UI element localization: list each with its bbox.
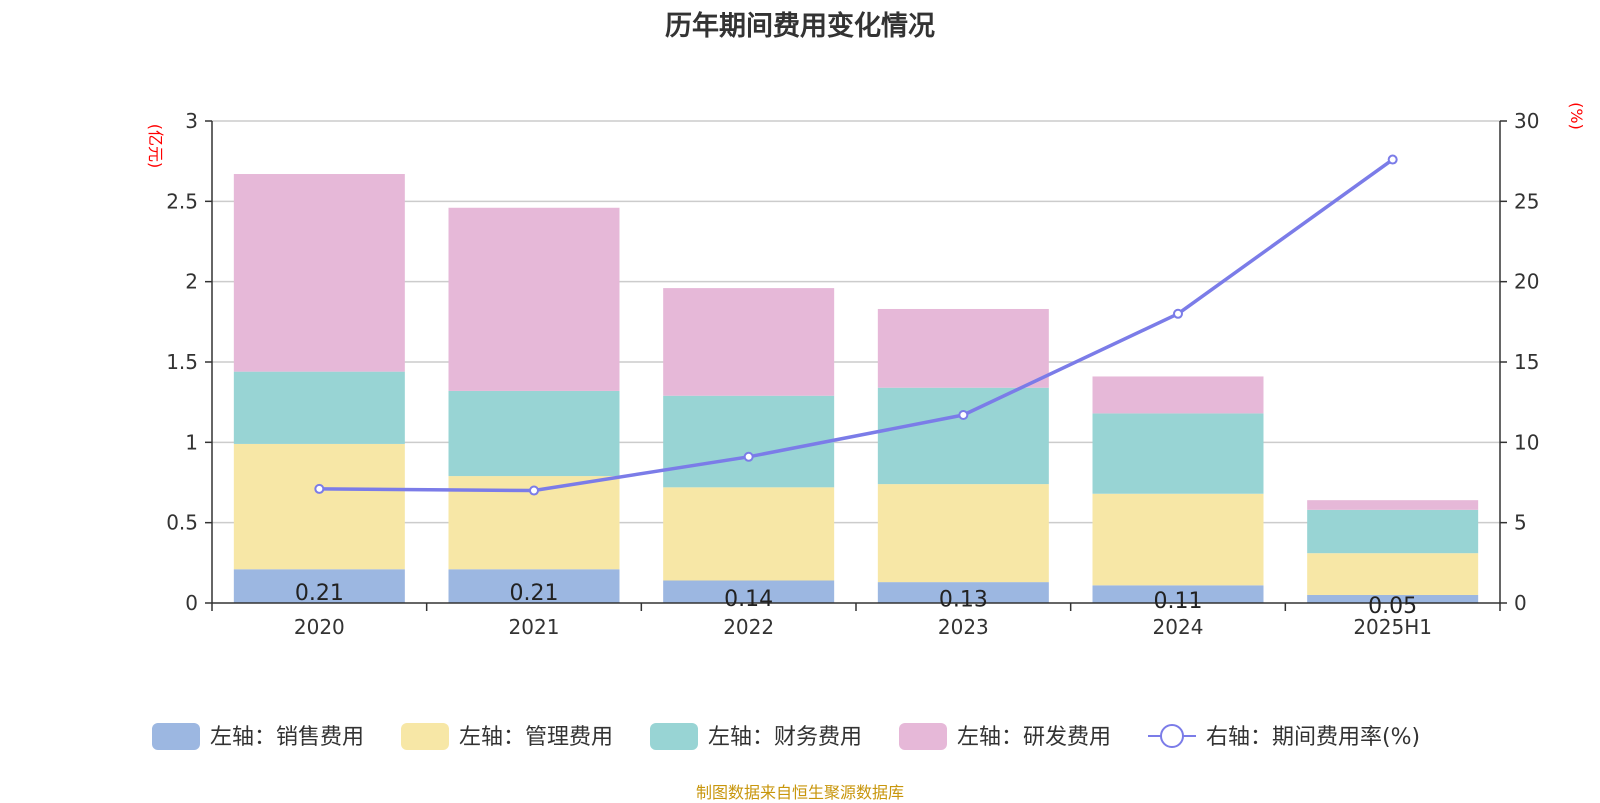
line-series-point (1387, 154, 1398, 165)
bar-finance (877, 387, 1049, 485)
data-label-sales: 0.05 (1368, 594, 1417, 619)
right-axis-unit-label: (%) (1567, 102, 1586, 130)
right-axis-tick-label: 15 (1514, 350, 1539, 374)
x-axis-tick-label: 2023 (938, 615, 989, 639)
bar-layer (233, 174, 1479, 603)
right-axis-tick-label: 30 (1514, 109, 1539, 133)
data-label-sales: 0.11 (1154, 589, 1203, 614)
line-series-point (958, 410, 969, 421)
legend-label: 左轴：管理费用 (459, 725, 613, 750)
right-axis-tick-label: 0 (1514, 591, 1527, 615)
data-label-sales: 0.14 (724, 587, 773, 612)
bar-sales (448, 569, 620, 603)
bar-admin (1092, 493, 1264, 586)
x-axis-tick-label: 2020 (294, 615, 345, 639)
bar-rd (663, 288, 835, 396)
data-label-sales: 0.13 (939, 588, 988, 613)
bar-rd (233, 174, 405, 372)
left-axis-tick-label: 3 (185, 109, 198, 133)
legend-label: 左轴：研发费用 (957, 725, 1111, 750)
x-axis-tick-label: 2024 (1153, 615, 1204, 639)
bar-rd (448, 207, 620, 391)
bar-admin (663, 487, 835, 581)
data-label-sales: 0.21 (295, 581, 344, 606)
bar-rd (1307, 500, 1479, 510)
right-axis-tick-label: 10 (1514, 430, 1539, 454)
line-series-point (314, 483, 325, 494)
legend-swatch (152, 723, 200, 750)
bar-admin (877, 484, 1049, 583)
grid-lines (212, 120, 1500, 524)
legend-swatch (650, 723, 698, 750)
line-series-point (529, 485, 539, 496)
line-series-point (743, 451, 754, 462)
line-series-point (1173, 308, 1183, 319)
legend-swatch (899, 723, 947, 750)
left-axis-tick-label: 1.5 (166, 350, 198, 374)
bar-admin (233, 443, 405, 570)
data-label-layer: 0.21 0.21 0.14 0.13 0.11 0.05 (295, 581, 1417, 619)
left-axis-tick-label: 2 (185, 270, 198, 294)
bar-finance (448, 390, 620, 477)
bar-sales (1092, 585, 1264, 603)
x-axis-tick-label: 2025H1 (1353, 615, 1432, 639)
bar-finance (663, 395, 835, 488)
line-series-path (319, 158, 1394, 493)
left-axis-tick-label: 1 (185, 430, 198, 454)
bar-finance (1092, 413, 1264, 494)
line-layer (314, 154, 1398, 496)
right-axis-tick-label: 25 (1514, 189, 1539, 213)
bar-sales (233, 569, 405, 603)
chart-title: 历年期间费用变化情况 (665, 11, 935, 42)
bar-finance (1307, 509, 1479, 554)
left-axis-tick-label: 0 (185, 591, 198, 615)
bar-rd (877, 308, 1049, 388)
legend-label: 右轴：期间费用率(%) (1206, 725, 1420, 750)
right-axis-tick-label: 20 (1514, 270, 1539, 294)
bar-sales (1307, 594, 1479, 603)
data-source-note: 制图数据来自恒生聚源数据库 (695, 783, 904, 802)
data-label-sales: 0.21 (510, 581, 559, 606)
legend-swatch (401, 723, 449, 750)
left-axis-tick-label: 2.5 (166, 189, 198, 213)
left-axis-tick-label: 0.5 (166, 511, 198, 535)
x-axis-tick-label: 2021 (509, 615, 560, 639)
x-axis-tick-label: 2022 (723, 615, 774, 639)
legend-label: 左轴：销售费用 (210, 725, 364, 750)
bar-sales (877, 582, 1049, 603)
legend-label: 左轴：财务费用 (708, 725, 862, 750)
bar-admin (1307, 553, 1479, 595)
bar-finance (233, 371, 405, 444)
legend: 左轴：销售费用 左轴：管理费用 左轴：财务费用 左轴：研发费用 右轴：期间费用率(%) (152, 723, 1420, 750)
bar-sales (663, 580, 835, 603)
bar-rd (1092, 376, 1264, 414)
right-axis-tick-label: 5 (1514, 511, 1527, 535)
left-axis-unit-label: (亿元) (146, 124, 165, 169)
legend-marker-icon (1160, 724, 1184, 748)
